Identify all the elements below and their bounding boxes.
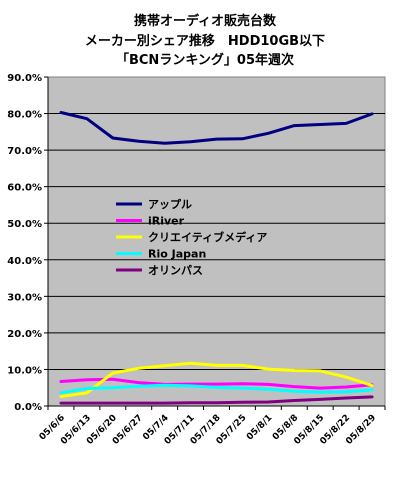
series-line	[59, 361, 374, 398]
series-line	[59, 383, 374, 395]
y-tick-label: 30.0%	[7, 292, 42, 303]
legend-label: iRiver	[148, 215, 185, 228]
y-tick-label: 40.0%	[7, 256, 42, 267]
y-tick-label: 80.0%	[7, 110, 42, 121]
x-axis-ticks: 05/6/605/6/1305/6/2005/6/2705/7/405/7/11…	[38, 406, 386, 447]
series-line	[59, 111, 374, 145]
y-tick-label: 60.0%	[7, 183, 42, 194]
y-tick-label: 10.0%	[7, 365, 42, 376]
y-axis-ticks: 0.0% 10.0% 20.0% 30.0% 40.0% 50.0% 60.0% 70.0% 8…	[7, 73, 385, 413]
series-line	[59, 377, 374, 390]
legend-label: クリエイティブメディア	[148, 230, 267, 244]
y-tick-label: 0.0%	[14, 402, 42, 413]
y-tick-label: 20.0%	[7, 329, 42, 340]
y-tick-label: 90.0%	[7, 73, 42, 84]
legend-label: アップル	[148, 197, 192, 211]
legend-label: オリンパス	[148, 264, 203, 277]
legend-label: Rio Japan	[148, 248, 206, 261]
series-line	[59, 395, 374, 405]
series-lines	[59, 111, 374, 405]
legend: アップル iRiver クリエイティブメディア Rio Japan オリンパス	[116, 197, 267, 277]
title-line: 携帯オーディオ販売台数	[134, 13, 277, 29]
gridlines	[48, 113, 385, 370]
x-tick-label: 05/8/1	[245, 413, 274, 442]
y-tick-label: 70.0%	[7, 146, 42, 157]
y-tick-label: 50.0%	[7, 219, 42, 230]
title-line: メーカー別シェア推移 HDD10GB以下	[85, 33, 325, 49]
title-line: 「BCNランキング」05年週次	[116, 52, 294, 68]
